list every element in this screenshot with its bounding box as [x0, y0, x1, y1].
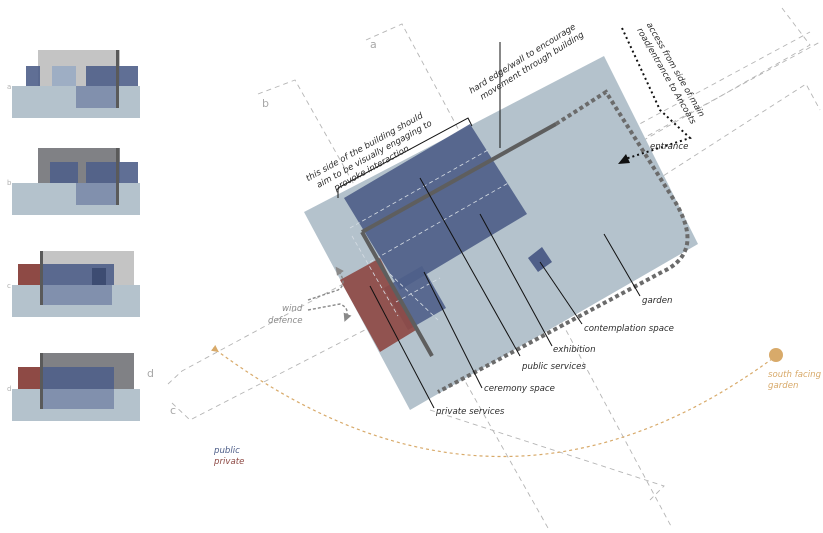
label-private-services: private services — [435, 407, 505, 417]
legend-private: private — [213, 457, 244, 467]
legend-public: public — [213, 446, 240, 456]
section-mark-a: a — [370, 38, 377, 51]
section-thumbnail-d: d — [7, 353, 140, 421]
wind-arrows — [307, 266, 352, 322]
leader-lines — [369, 42, 641, 409]
label-exhibition: exhibition — [553, 345, 596, 355]
sun-icon — [769, 348, 783, 362]
label-public-services: public services — [521, 362, 586, 372]
entrance-arrow-icon — [618, 154, 630, 164]
access-path — [621, 27, 692, 161]
label-south-2: garden — [768, 381, 798, 391]
label-garden: garden — [642, 296, 672, 306]
label-wind-1: wind — [282, 304, 303, 314]
label-ceremony: ceremony space — [484, 384, 555, 394]
thumb-mark-b: b — [7, 179, 12, 187]
hard-edge-wall — [361, 122, 557, 234]
engagement-bracket — [337, 117, 473, 189]
access-line-1: access from side of main — [644, 21, 706, 119]
section-mark-d: d — [147, 367, 154, 380]
label-entrance: entrance — [650, 142, 688, 152]
access-line-2: road/entrance to Ancoats — [634, 26, 698, 126]
access-annotation: access from side of main road/entrance t… — [634, 21, 706, 127]
thumb-mark-a: a — [7, 83, 11, 91]
section-line-a — [365, 23, 673, 529]
sun-path — [210, 344, 777, 458]
garden-boundary — [437, 89, 690, 394]
section-line-d — [167, 31, 811, 385]
section-mark-c: c — [170, 404, 176, 417]
private-block — [340, 258, 416, 352]
section-thumbnail-b: b — [7, 148, 140, 215]
thumb-mark-c: c — [7, 282, 11, 290]
label-contemplation: contemplation space — [584, 324, 674, 334]
hard-edge-wall-return — [360, 231, 434, 357]
section-thumbnail-a: a — [7, 50, 140, 118]
section-thumbnail-c: c — [7, 251, 140, 317]
section-line-a-end — [636, 7, 811, 145]
label-south-1: south facing — [768, 370, 822, 380]
contemplation-block — [528, 247, 552, 272]
interior-dashes — [349, 149, 511, 321]
section-line-a-top — [639, 41, 821, 141]
thumb-mark-d: d — [7, 385, 11, 393]
section-mark-b: b — [262, 97, 269, 110]
label-wind-2: defence — [268, 316, 303, 326]
section-line-c-end — [429, 409, 665, 501]
